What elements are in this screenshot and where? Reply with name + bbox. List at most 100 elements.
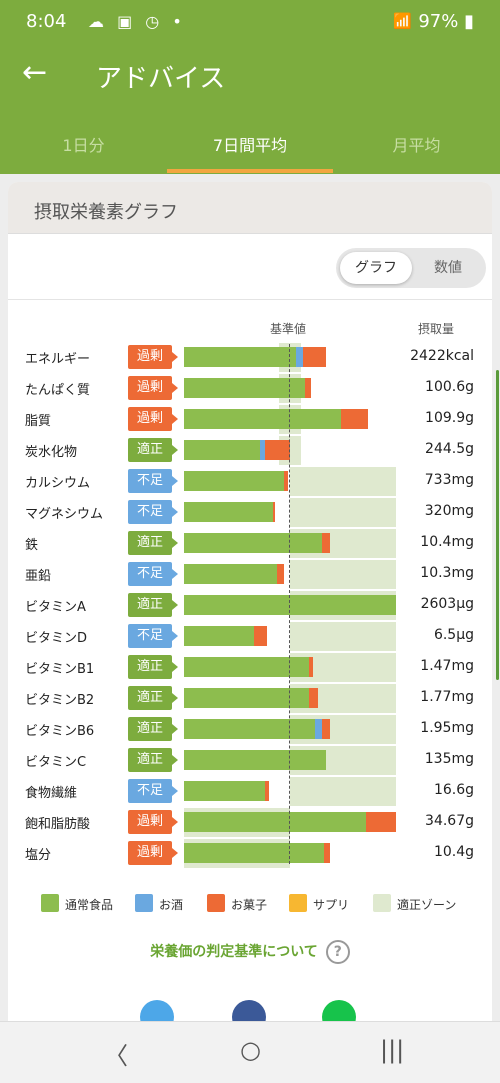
- legend-swatch: [41, 894, 59, 912]
- intake-value: 2603μg: [420, 596, 474, 612]
- question-circle-icon[interactable]: ?: [325, 940, 350, 964]
- notification-icons: ☁ ▣ ◷ •: [88, 12, 186, 31]
- bar-segment-alcohol: [260, 440, 265, 460]
- bar-segment-snack: [323, 843, 331, 863]
- wifi-signal-icon: 📶: [393, 12, 412, 30]
- intake-value: 10.3mg: [420, 565, 474, 581]
- status-badge: 適正: [128, 438, 178, 462]
- nutrient-row: 脂質 過剰 109.9g: [8, 404, 492, 435]
- battery-percent: 97%: [418, 11, 459, 32]
- criteria-link-text[interactable]: 栄養価の判定基準について: [150, 944, 318, 960]
- intake-value: 135mg: [424, 751, 474, 767]
- nutrient-name: ビタミンC: [25, 755, 87, 770]
- bar-segment-food: [184, 812, 367, 832]
- intake-value: 2422kcal: [410, 348, 474, 364]
- intake-value: 320mg: [424, 503, 474, 519]
- nutrient-row: 鉄 適正 10.4mg: [8, 528, 492, 559]
- bar-segment-food: [184, 781, 265, 801]
- nutrient-row: 食物繊維 不足 16.6g: [8, 776, 492, 807]
- bar-segment-food: [184, 502, 274, 522]
- nutrient-row: 飽和脂肪酸 過剰 34.67g: [8, 807, 492, 838]
- period-tabs: 1日分 7日間平均 月平均: [0, 106, 500, 174]
- legend-swatch: [289, 894, 307, 912]
- optimal-zone: [290, 777, 396, 806]
- bar-segment-snack: [340, 409, 369, 429]
- arrow-left-icon[interactable]: ←: [22, 55, 48, 90]
- status-badge: 適正: [128, 686, 178, 710]
- home-nav-icon[interactable]: ○: [240, 1036, 261, 1064]
- nutrient-name: ビタミンD: [25, 631, 88, 646]
- bar-segment-snack: [321, 719, 331, 739]
- legend-swatch: [207, 894, 225, 912]
- criteria-link[interactable]: 栄養価の判定基準について?: [8, 940, 492, 964]
- nutrient-name: ビタミンB1: [25, 662, 95, 677]
- nutrient-name: 脂質: [25, 414, 52, 429]
- nutrient-name: 鉄: [25, 538, 39, 553]
- intake-value: 6.5μg: [433, 627, 474, 643]
- card-header: 摂取栄養素グラフ: [8, 182, 492, 234]
- status-dot: •: [172, 12, 186, 31]
- status-badge: 適正: [128, 717, 178, 741]
- status-badge: 不足: [128, 562, 178, 586]
- nutrient-row: ビタミンC 適正 135mg: [8, 745, 492, 776]
- back-nav-icon[interactable]: 〈: [104, 1042, 128, 1070]
- bar-segment-food: [184, 409, 341, 429]
- bar-segment-food: [184, 688, 310, 708]
- nutrient-row: ビタミンA 適正 2603μg: [8, 590, 492, 621]
- legend-label: 適正ゾーン: [397, 898, 457, 912]
- bar-segment-snack: [283, 471, 288, 491]
- bar-segment-snack: [309, 688, 318, 708]
- numeric-toggle-button[interactable]: 数値: [434, 260, 462, 276]
- nutrient-row: たんぱく質 過剰 100.6g: [8, 373, 492, 404]
- bar-segment-snack: [264, 781, 269, 801]
- bar-segment-snack: [304, 378, 312, 398]
- nutrient-name: カルシウム: [25, 476, 91, 491]
- intake-value: 10.4mg: [420, 534, 474, 550]
- nutrient-name: エネルギー: [25, 352, 91, 367]
- reference-line: [289, 344, 290, 864]
- nutrient-graph-card: 摂取栄養素グラフ グラフ 数値 基準値 摂取量 エネルギー 過剰 2422kcal た…: [8, 182, 492, 1042]
- bar-segment-alcohol: [315, 719, 322, 739]
- reference-header: 基準値: [270, 322, 307, 336]
- legend-label: お菓子: [231, 898, 268, 912]
- nutrient-row: 亜鉛 不足 10.3mg: [8, 559, 492, 590]
- tab-7day-average[interactable]: 7日間平均: [212, 136, 288, 155]
- nutrient-chart: エネルギー 過剰 2422kcal たんぱく質 過剰 100.6g 脂質 過剰 109.9g 炭水…: [8, 342, 492, 872]
- bar-segment-food: [184, 595, 396, 615]
- nutrient-name: ビタミンA: [25, 600, 86, 615]
- intake-value: 34.67g: [425, 813, 474, 829]
- nutrient-name: 飽和脂肪酸: [25, 817, 91, 832]
- graph-toggle-button[interactable]: グラフ: [340, 252, 412, 284]
- legend-swatch: [373, 894, 391, 912]
- bar-segment-alcohol: [296, 347, 303, 367]
- bar-segment-food: [184, 657, 310, 677]
- bar-segment-snack: [273, 502, 276, 522]
- bar-segment-snack: [321, 533, 331, 553]
- tab-daily[interactable]: 1日分: [62, 136, 105, 155]
- bar-segment-food: [184, 564, 278, 584]
- nutrient-row: マグネシウム 不足 320mg: [8, 497, 492, 528]
- intake-value: 16.6g: [433, 782, 474, 798]
- nutrient-name: ビタミンB6: [25, 724, 95, 739]
- nutrient-row: ビタミンB1 適正 1.47mg: [8, 652, 492, 683]
- page-title: アドバイス: [96, 64, 226, 94]
- status-badge: 適正: [128, 748, 178, 772]
- nutrient-row: 塩分 過剰 10.4g: [8, 838, 492, 869]
- recents-nav-icon[interactable]: |||: [380, 1036, 405, 1064]
- intake-value: 1.95mg: [420, 720, 474, 736]
- status-badge: 不足: [128, 500, 178, 524]
- scrollbar[interactable]: [496, 370, 499, 680]
- tab-monthly[interactable]: 月平均: [392, 136, 441, 155]
- status-badge: 適正: [128, 531, 178, 555]
- status-badge: 過剰: [128, 345, 178, 369]
- bar-segment-food: [184, 347, 297, 367]
- bar-segment-food: [184, 533, 322, 553]
- status-badge: 適正: [128, 593, 178, 617]
- nutrient-name: マグネシウム: [25, 507, 104, 522]
- nutrient-name: 亜鉛: [25, 569, 52, 584]
- bar-segment-snack: [264, 440, 290, 460]
- app-bar: ← アドバイス: [0, 44, 500, 106]
- bar-segment-food: [184, 719, 316, 739]
- divider: [8, 299, 492, 300]
- nutrient-row: 炭水化物 適正 244.5g: [8, 435, 492, 466]
